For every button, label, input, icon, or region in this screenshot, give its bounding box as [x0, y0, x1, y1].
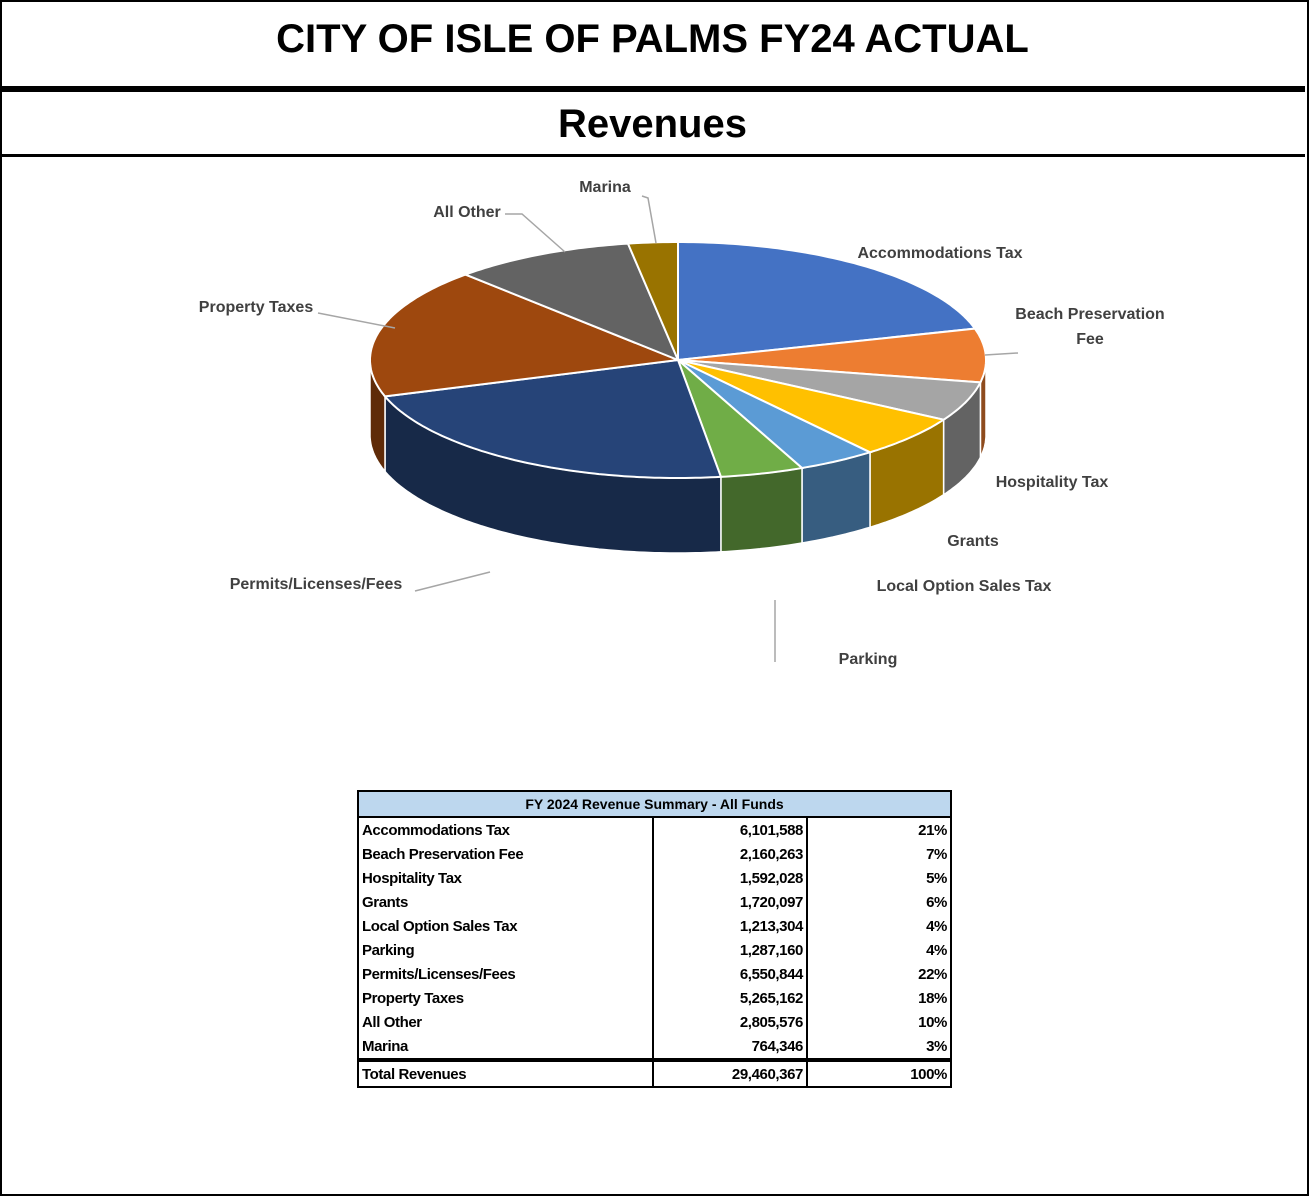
- table-cell: 6%: [806, 890, 952, 914]
- table-row: Marina 764,346 3%: [357, 1034, 952, 1060]
- slice-label: Grants: [947, 533, 999, 550]
- slice: [369, 273, 682, 398]
- table-cell: 3%: [806, 1034, 952, 1060]
- table-cell: 2,805,576: [652, 1010, 808, 1034]
- slice: [626, 241, 679, 361]
- table-cell: Marina: [357, 1034, 654, 1060]
- table-row: Grants 1,720,097 6%: [357, 890, 952, 914]
- slice-label: Permits/Licenses/Fees: [229, 576, 403, 593]
- slice-label: Parking: [838, 651, 898, 668]
- table-row: Permits/Licenses/Fees 6,550,844 22%: [357, 962, 952, 986]
- table-cell: 10%: [806, 1010, 952, 1034]
- slice: [677, 359, 982, 421]
- slice: [677, 241, 977, 362]
- table-cell: 100%: [806, 1058, 952, 1088]
- table-cell: 4%: [806, 914, 952, 938]
- table-row: Property Taxes 5,265,162 18%: [357, 986, 952, 1010]
- table-cell: 7%: [806, 842, 952, 866]
- slice-label: Marina: [579, 179, 631, 196]
- table-row: Hospitality Tax 1,592,028 5%: [357, 866, 952, 890]
- table-cell: 4%: [806, 938, 952, 962]
- table-cell: 1,592,028: [652, 866, 808, 890]
- slice: [677, 359, 873, 470]
- table-cell: 1,213,304: [652, 914, 808, 938]
- table-cell: Hospitality Tax: [357, 866, 654, 890]
- slice-label: Property Taxes: [198, 299, 314, 316]
- table-cell: Parking: [357, 938, 654, 962]
- slice-label: All Other: [433, 204, 501, 221]
- table-cell: All Other: [357, 1010, 654, 1034]
- slice: [383, 358, 723, 479]
- table-cell: 22%: [806, 962, 952, 986]
- table-cell: 6,550,844: [652, 962, 808, 986]
- slice: [677, 359, 805, 478]
- table-cell: Local Option Sales Tax: [357, 914, 654, 938]
- title: CITY OF ISLE OF PALMS FY24 ACTUAL: [0, 0, 1305, 89]
- leader-line: [414, 571, 491, 592]
- table-row: Total Revenues 29,460,367 100%: [357, 1058, 952, 1088]
- table-cell: Permits/Licenses/Fees: [357, 962, 654, 986]
- summary-table: FY 2024 Revenue Summary - All Funds Acco…: [357, 790, 952, 1088]
- chart: [317, 195, 1019, 662]
- table-cell: 18%: [806, 986, 952, 1010]
- table-row: All Other 2,805,576 10%: [357, 1010, 952, 1034]
- leader-line: [984, 352, 1019, 356]
- slice-label: Accommodations Tax: [857, 245, 1023, 262]
- table-row: Beach Preservation Fee 2,160,263 7%: [357, 842, 952, 866]
- table-cell: 29,460,367: [652, 1058, 808, 1088]
- leader-line: [505, 213, 566, 253]
- table-cell: Beach Preservation Fee: [357, 842, 654, 866]
- slice: [462, 242, 680, 362]
- slice-side: [720, 467, 803, 553]
- table-row: Accommodations Tax 6,101,588 21%: [357, 816, 952, 842]
- leader-line: [317, 312, 396, 329]
- table-cell: 5,265,162: [652, 986, 808, 1010]
- table-row: Parking 1,287,160 4%: [357, 938, 952, 962]
- slice-label: Hospitality Tax: [995, 474, 1109, 491]
- table-cell: 2,160,263: [652, 842, 808, 866]
- subtitle: Revenues: [0, 89, 1305, 157]
- table-cell: 1,720,097: [652, 890, 808, 914]
- table-row: Local Option Sales Tax 1,213,304 4%: [357, 914, 952, 938]
- table-cell: Total Revenues: [357, 1058, 654, 1088]
- table-title: FY 2024 Revenue Summary - All Funds: [357, 790, 952, 818]
- table-cell: 5%: [806, 866, 952, 890]
- table-cell: 21%: [806, 816, 952, 842]
- slice: [677, 359, 947, 454]
- table-cell: Property Taxes: [357, 986, 654, 1010]
- table-cell: 6,101,588: [652, 816, 808, 842]
- slice-label: Local Option Sales Tax: [876, 578, 1052, 595]
- table-cell: 1,287,160: [652, 938, 808, 962]
- table-cell: Accommodations Tax: [357, 816, 654, 842]
- leader-line: [641, 195, 657, 244]
- table-cell: Grants: [357, 890, 654, 914]
- table-cell: 764,346: [652, 1034, 808, 1060]
- slice-label: Beach Preservation Fee: [1015, 306, 1165, 348]
